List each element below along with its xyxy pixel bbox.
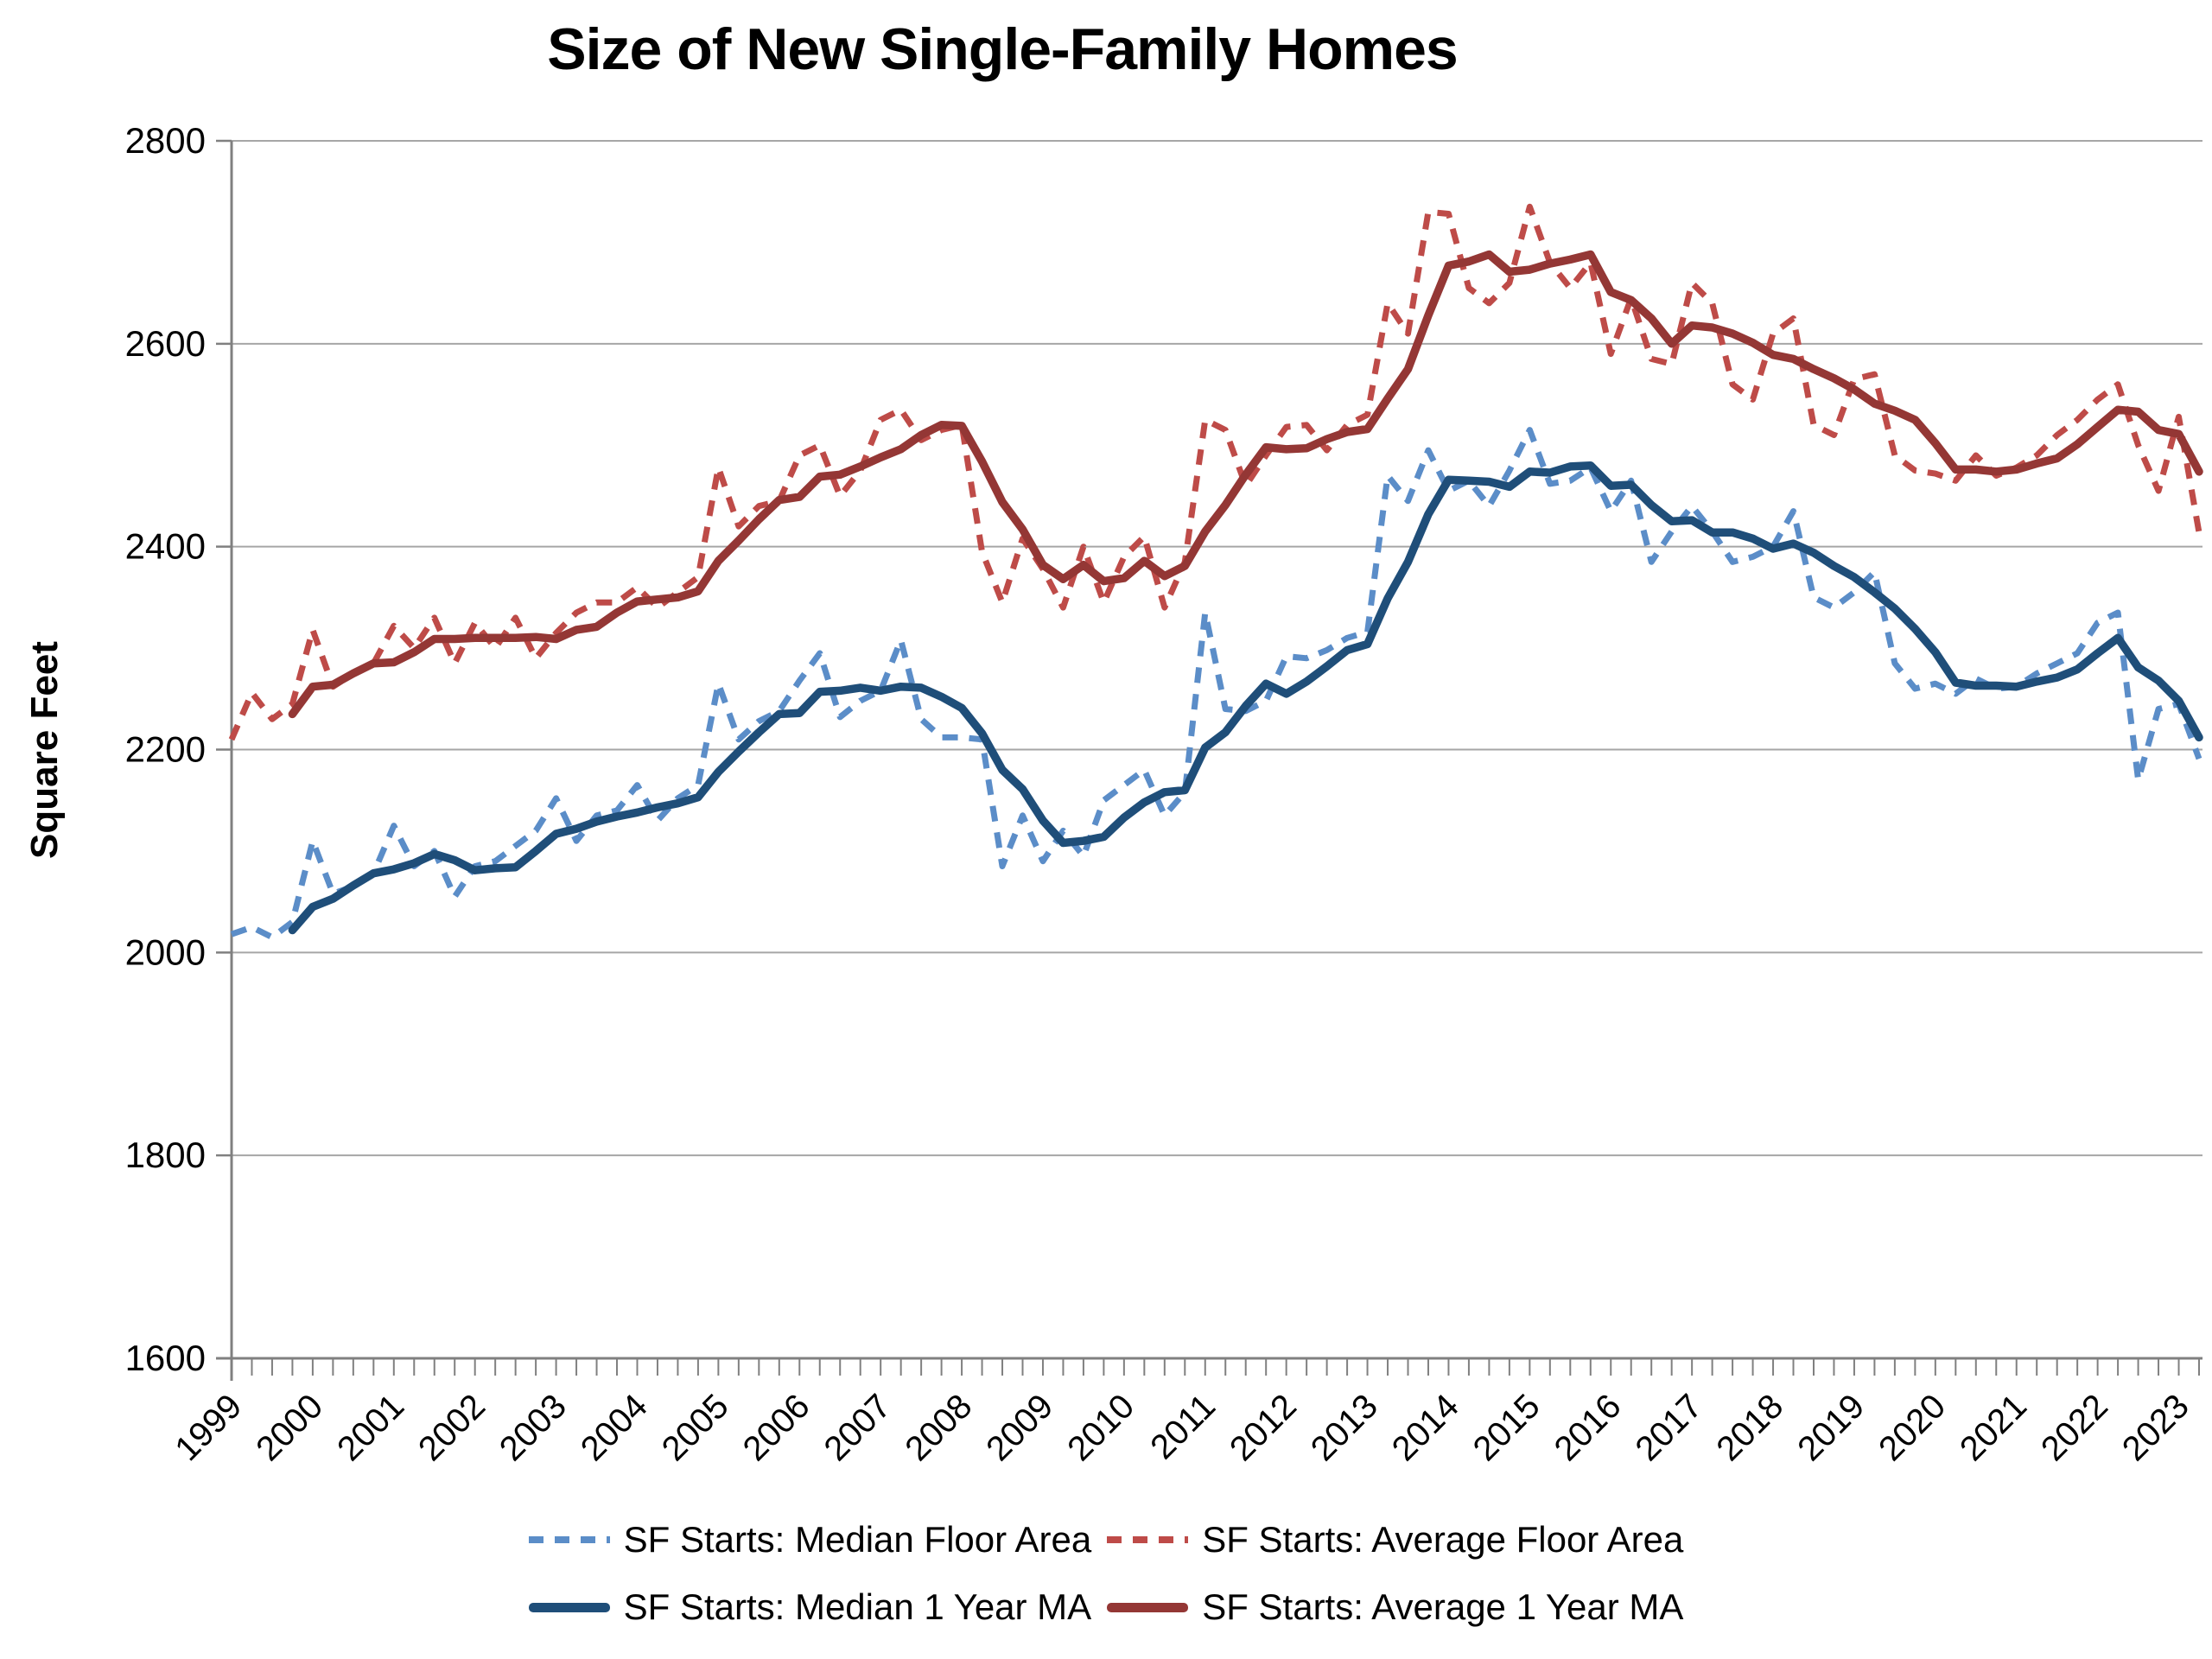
legend-sample-dashed-red-icon — [1107, 1536, 1189, 1543]
x-tick-label-2004: 2004 — [574, 1387, 655, 1468]
x-tick-label-2018: 2018 — [1709, 1387, 1790, 1468]
y-tick-label-2200: 2200 — [125, 729, 206, 770]
legend-label-average-1yr-ma: SF Starts: Average 1 Year MA — [1202, 1586, 1684, 1627]
x-tick-label-2022: 2022 — [2034, 1387, 2115, 1468]
x-tick-label-2017: 2017 — [1628, 1387, 1709, 1468]
y-tick-label-2600: 2600 — [125, 323, 206, 364]
chart-title: Size of New Single-Family Homes — [547, 16, 1458, 82]
x-tick-label-2015: 2015 — [1466, 1387, 1548, 1468]
chart-legend: SF Starts: Median Floor Area SF Starts: … — [0, 1519, 2212, 1628]
y-tick-label-2800: 2800 — [125, 120, 206, 161]
x-tick-label-2016: 2016 — [1548, 1387, 1629, 1468]
series-line-2-solid — [288, 461, 2203, 935]
legend-item-average-floor-area: SF Starts: Average Floor Area — [1107, 1519, 1683, 1560]
y-tick-label-1600: 1600 — [125, 1338, 206, 1378]
x-tick-label-2020: 2020 — [1872, 1387, 1953, 1468]
x-tick-label-2003: 2003 — [493, 1387, 574, 1468]
legend-label-median-1yr-ma: SF Starts: Median 1 Year MA — [623, 1586, 1092, 1627]
legend-row-moving-average: SF Starts: Median 1 Year MA SF Starts: A… — [527, 1586, 1686, 1628]
legend-sample-dashed-blue-icon — [528, 1536, 610, 1543]
x-tick-label-2002: 2002 — [411, 1387, 493, 1468]
legend-sample-solid-blue-icon — [528, 1602, 610, 1612]
series-line-0-dashed — [230, 427, 2202, 941]
series-line-1-dashed — [228, 203, 2202, 741]
x-tick-label-2019: 2019 — [1790, 1387, 1872, 1468]
series-line-3-solid — [288, 250, 2203, 719]
x-tick-label-2014: 2014 — [1385, 1387, 1466, 1468]
legend-label-median-floor-area: SF Starts: Median Floor Area — [623, 1519, 1092, 1560]
x-tick-label-2006: 2006 — [736, 1387, 817, 1468]
x-tick-label-2012: 2012 — [1223, 1387, 1304, 1468]
legend-label-average-floor-area: SF Starts: Average Floor Area — [1202, 1519, 1684, 1560]
x-tick-label-2005: 2005 — [655, 1387, 736, 1468]
legend-item-median-floor-area: SF Starts: Median Floor Area — [528, 1519, 1092, 1560]
legend-row-quarterly: SF Starts: Median Floor Area SF Starts: … — [527, 1519, 1686, 1560]
x-tick-label-2000: 2000 — [249, 1387, 330, 1468]
x-tick-label-2013: 2013 — [1304, 1387, 1385, 1468]
x-tick-label-2011: 2011 — [1143, 1387, 1223, 1466]
x-tick-label-2009: 2009 — [979, 1387, 1060, 1468]
y-tick-label-2400: 2400 — [125, 526, 206, 567]
x-tick-label-2008: 2008 — [898, 1387, 979, 1468]
x-tick-label-1999: 1999 — [168, 1387, 249, 1468]
x-tick-label-2023: 2023 — [2115, 1387, 2196, 1468]
y-tick-label-1800: 1800 — [125, 1135, 206, 1175]
legend-item-average-1yr-ma: SF Starts: Average 1 Year MA — [1107, 1586, 1683, 1628]
x-tick-label-2010: 2010 — [1060, 1387, 1141, 1468]
x-tick-label-2021: 2021 — [1953, 1387, 2034, 1468]
x-tick-label-2001: 2001 — [330, 1387, 411, 1468]
legend-sample-solid-red-icon — [1107, 1602, 1189, 1612]
x-tick-label-2007: 2007 — [817, 1387, 899, 1468]
legend-item-median-1yr-ma: SF Starts: Median 1 Year MA — [528, 1586, 1092, 1628]
y-tick-label-2000: 2000 — [125, 931, 206, 972]
